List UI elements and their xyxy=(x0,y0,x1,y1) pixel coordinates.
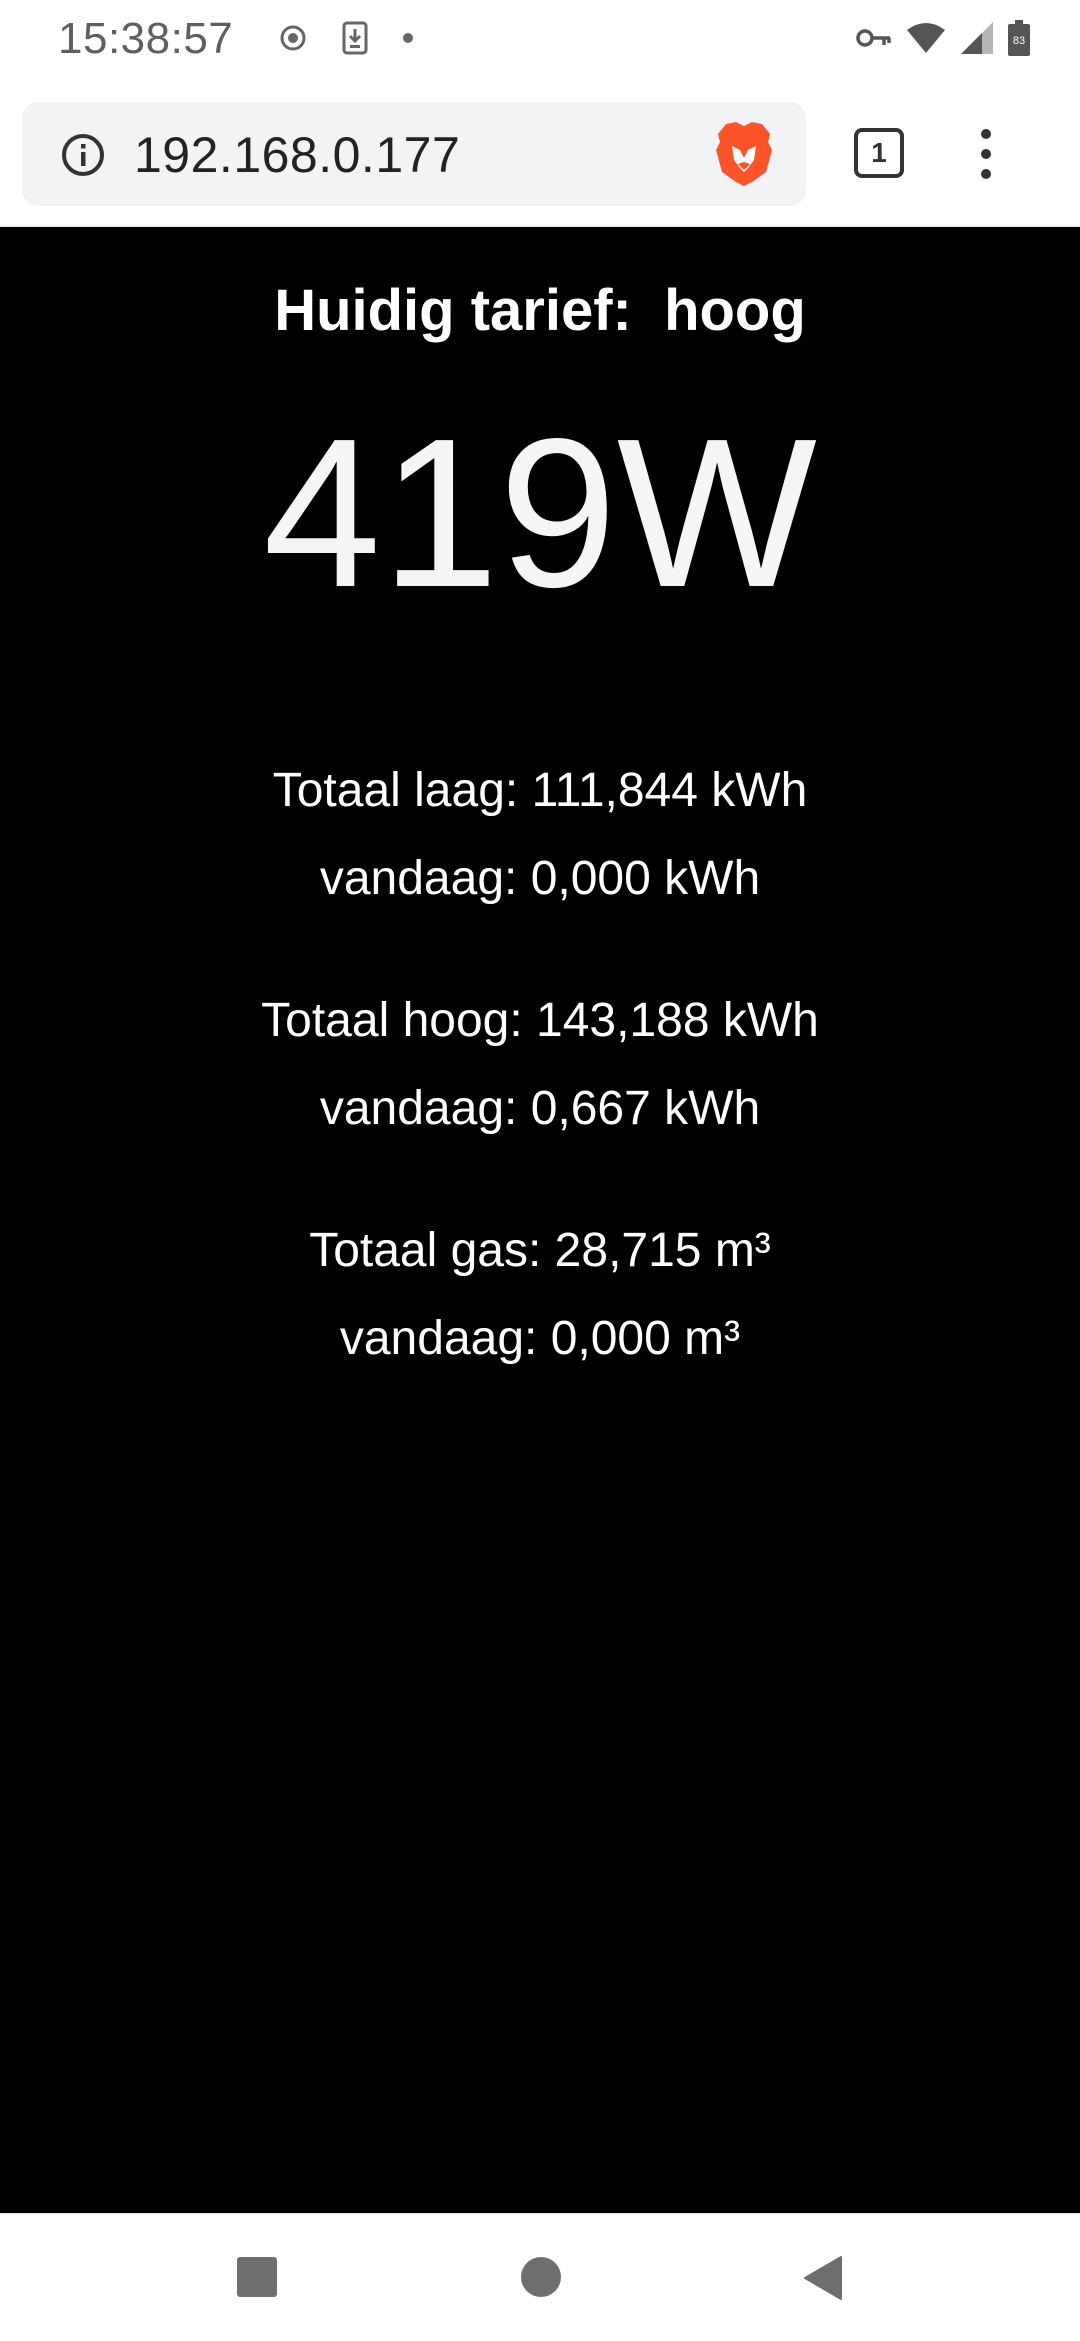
tab-switcher-button[interactable]: 1 xyxy=(854,128,904,178)
gas-today: vandaag: 0,000 m³ xyxy=(339,1312,741,1365)
current-power: 419W xyxy=(263,394,817,631)
back-icon[interactable] xyxy=(803,2255,843,2306)
address-bar[interactable]: 192.168.0.177 xyxy=(22,102,806,206)
wifi-icon xyxy=(906,22,946,59)
home-button[interactable] xyxy=(521,2257,561,2297)
status-time: 15:38:57 xyxy=(58,14,234,63)
status-bar: 15:38:57 xyxy=(0,0,1080,80)
recents-button[interactable] xyxy=(237,2257,277,2297)
vpn-key-icon xyxy=(856,26,892,55)
battery-icon: 83 xyxy=(1008,19,1030,61)
svg-text:83: 83 xyxy=(1013,35,1025,47)
radio-icon xyxy=(278,23,308,58)
download-icon xyxy=(342,21,368,60)
energy-dashboard: Huidig tarief: hoog 419W Totaal laag: 11… xyxy=(0,227,1080,2212)
browser-toolbar: 192.168.0.177 1 xyxy=(0,80,1080,227)
url-text[interactable]: 192.168.0.177 xyxy=(134,127,461,183)
low-today: vandaag: 0,000 kWh xyxy=(319,852,761,905)
overflow-menu-icon[interactable] xyxy=(968,126,1004,182)
status-right-icons: 83 xyxy=(856,19,1030,61)
info-icon[interactable] xyxy=(60,132,106,183)
high-today: vandaag: 0,667 kWh xyxy=(319,1082,761,1135)
low-total: Totaal laag: 111,844 kWh xyxy=(272,764,808,817)
high-total: Totaal hoog: 143,188 kWh xyxy=(261,994,819,1047)
cell-signal-icon xyxy=(960,21,994,60)
tab-count: 1 xyxy=(871,137,887,168)
gas-total: Totaal gas: 28,715 m³ xyxy=(309,1224,771,1277)
current-tariff: Huidig tarief: hoog xyxy=(274,278,806,343)
dot-icon xyxy=(402,31,414,49)
status-left-icons xyxy=(278,21,414,60)
brave-lion-icon[interactable] xyxy=(712,120,776,193)
system-nav-bar xyxy=(0,2213,1080,2341)
